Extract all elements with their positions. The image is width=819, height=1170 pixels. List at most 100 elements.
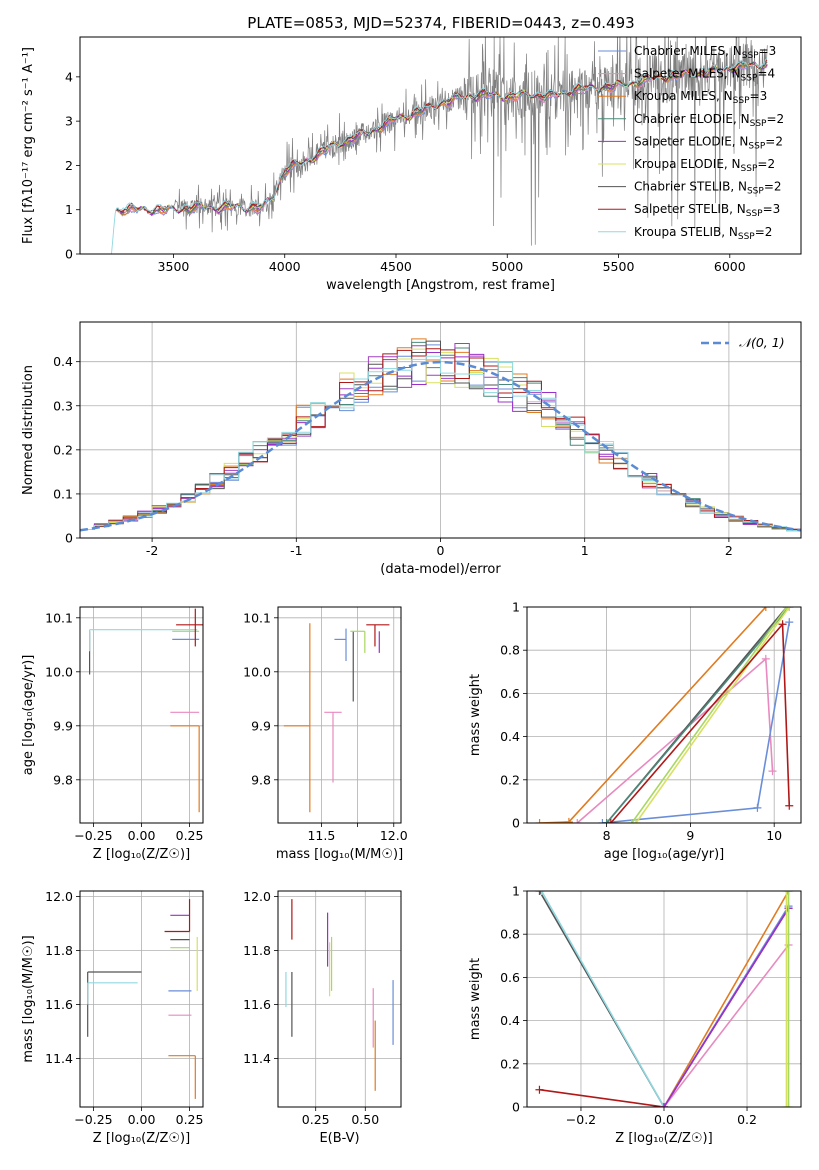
- axes-frame: [526, 890, 802, 1108]
- y-tick-label: 0: [512, 1100, 520, 1115]
- legend-suffix: =2: [755, 225, 773, 239]
- x-tick-label: 6000: [714, 259, 746, 274]
- legend-subscript: SSP: [746, 209, 763, 219]
- y-tick-label: 1: [512, 600, 520, 615]
- y-tick-label: 12.0: [243, 889, 271, 904]
- y-tick-label: 10.1: [243, 610, 271, 625]
- axes-frame: [277, 890, 402, 1108]
- x-tick-label: −0.25: [74, 1112, 112, 1127]
- histogram-series: [80, 355, 801, 531]
- plot-area: [278, 607, 401, 823]
- y-tick-label: 0: [65, 247, 73, 262]
- weight-line: [602, 621, 791, 823]
- weight-marker: [598, 819, 607, 823]
- y-tick-label: 10.0: [45, 664, 73, 679]
- axes-frame: [526, 606, 802, 824]
- legend-suffix: =2: [764, 180, 782, 194]
- weight-marker: [768, 767, 777, 776]
- weight-marker: [753, 803, 762, 812]
- weight-marker: [631, 819, 640, 823]
- x-tick-label: 0.25: [176, 828, 204, 843]
- weight-marker: [537, 891, 546, 895]
- y-tick-label: 0.2: [500, 772, 520, 787]
- legend-label: Chabrier STELIB, NSSP=2: [634, 180, 782, 197]
- weight-line: [663, 907, 790, 1107]
- axes-frame: [79, 606, 204, 824]
- legend-label: Salpeter STELIB, NSSP=3: [634, 202, 780, 219]
- plot-area: [80, 607, 203, 823]
- y-axis-label: age [log₁₀(age/yr)]: [21, 655, 36, 776]
- legend-subscript: SSP: [741, 164, 758, 174]
- legend-subscript: SSP: [747, 187, 764, 197]
- y-tick-label: 0.1: [53, 486, 73, 501]
- weight-marker: [573, 819, 582, 823]
- x-axis-label: E(B-V): [319, 1131, 359, 1146]
- data-point-errorbar: [164, 899, 191, 933]
- y-tick-label: 11.6: [45, 997, 73, 1012]
- observed-spectrum: [173, 37, 768, 246]
- axes-frame: [277, 606, 402, 824]
- legend-text: Salpeter STELIB, N: [634, 202, 746, 216]
- x-tick-label: -1: [290, 543, 302, 558]
- y-tick-label: 0.2: [53, 442, 73, 457]
- weight-line: [663, 891, 790, 1107]
- plot-area: [80, 891, 203, 1107]
- x-tick-label: −0.25: [74, 828, 112, 843]
- data-point-errorbar: [87, 982, 138, 1005]
- legend-subscript: SSP: [748, 141, 765, 151]
- y-axis-label: mass [log₁₀(M/M☉)]: [21, 935, 36, 1062]
- legend-subscript: SSP: [742, 51, 759, 61]
- y-axis-label: mass weight: [468, 958, 483, 1040]
- legend-label: Salpeter MILES, NSSP=4: [634, 67, 775, 84]
- weight-line: [631, 607, 788, 823]
- data-point-errorbar: [168, 1055, 196, 1099]
- legend-text: Chabrier ELODIE, N: [634, 112, 750, 126]
- y-tick-label: 12.0: [45, 889, 73, 904]
- data-point-errorbar: [176, 608, 203, 647]
- y-tick-label: 1: [512, 884, 520, 899]
- y-tick-label: 0.4: [53, 354, 73, 369]
- y-axis-label: mass weight: [468, 674, 483, 756]
- data-point-errorbar: [334, 628, 347, 661]
- figure-title: PLATE=0853, MJD=52374, FIBERID=0443, z=0…: [247, 14, 634, 32]
- weight-marker: [785, 618, 794, 627]
- weight-marker: [782, 1103, 791, 1107]
- x-tick-label: 4000: [269, 259, 301, 274]
- y-tick-label: 0.4: [500, 1013, 520, 1028]
- y-tick-label: 10.1: [45, 610, 73, 625]
- legend-suffix: =4: [757, 67, 775, 81]
- legend-text: Chabrier MILES, N: [634, 44, 742, 58]
- x-tick-label: 0.2: [737, 1112, 757, 1127]
- y-tick-label: 0: [512, 816, 520, 831]
- weight-marker: [761, 654, 770, 663]
- weight-marker: [535, 819, 544, 823]
- y-tick-label: 0.2: [500, 1056, 520, 1071]
- y-tick-label: 9.8: [251, 772, 271, 787]
- x-axis-label: wavelength [Angstrom, rest frame]: [326, 278, 555, 293]
- y-tick-label: 0.6: [500, 970, 520, 985]
- weight-marker: [535, 1085, 544, 1094]
- legend-suffix: =2: [757, 157, 775, 171]
- data-point-errorbar: [350, 630, 366, 653]
- data-point-errorbar: [170, 725, 200, 813]
- x-axis-label: age [log₁₀(age/yr)]: [604, 847, 725, 862]
- weight-marker: [564, 817, 573, 823]
- weight-marker: [784, 1103, 793, 1107]
- y-tick-label: 11.4: [243, 1051, 271, 1066]
- legend-text: Salpeter MILES, N: [634, 67, 741, 81]
- legend-text: Kroupa MILES, N: [634, 89, 733, 103]
- weight-line: [663, 944, 790, 1107]
- panel-age_vs_Z: −0.25 0.00 0.25 9.8 9.9 10.0 10.1 Z [log₁₀(Z/Z☉…: [21, 606, 204, 862]
- legend-subscript: SSP: [741, 74, 758, 84]
- panel-mass_weight_vs_age: 8 9 10 0 0.2 0.4 0.6 0.8 1 age [log₁₀(age/yr)] mas…: [468, 600, 802, 862]
- legend-label: Kroupa STELIB, NSSP=2: [634, 225, 772, 242]
- weight-marker: [761, 607, 770, 611]
- y-tick-label: 4: [65, 69, 73, 84]
- plot-area: [527, 891, 801, 1107]
- y-tick-label: 11.8: [45, 943, 73, 958]
- legend-suffix: =3: [759, 44, 777, 58]
- x-tick-label: 10: [766, 828, 782, 843]
- x-tick-label: 2: [725, 543, 733, 558]
- x-tick-label: 5000: [491, 259, 523, 274]
